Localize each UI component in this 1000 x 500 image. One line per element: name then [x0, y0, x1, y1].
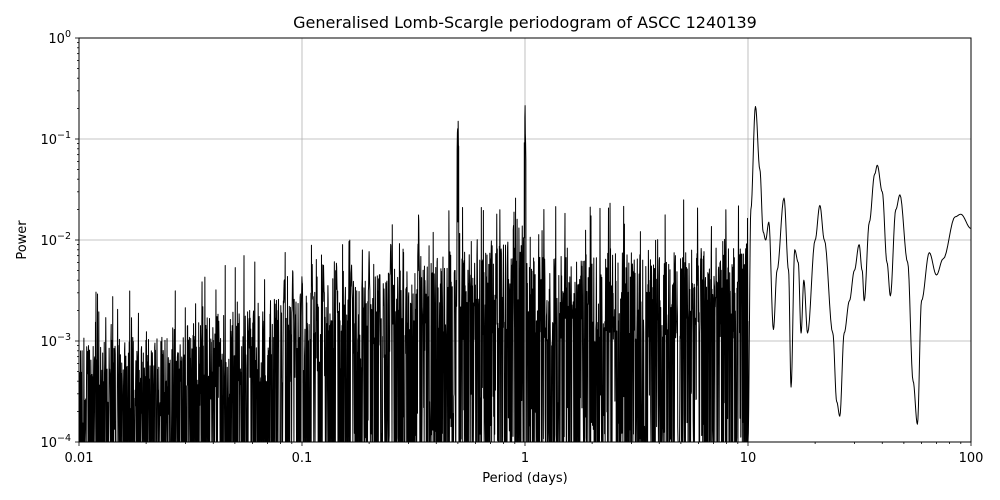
x-tick-label: 1 — [521, 451, 529, 466]
periodogram-line — [79, 105, 971, 442]
y-tick-label: 10−2 — [40, 231, 71, 249]
periodogram-series — [79, 105, 971, 442]
x-tick-label: 0.1 — [292, 451, 313, 466]
y-tick-label: 100 — [48, 29, 71, 47]
chart-title: Generalised Lomb-Scargle periodogram of … — [293, 13, 757, 32]
y-tick-label: 10−1 — [40, 130, 71, 148]
x-tick-label: 0.01 — [65, 451, 94, 466]
y-tick-label: 10−3 — [40, 332, 71, 350]
y-axis-label: Power — [15, 220, 30, 260]
axes: 0.01 0.1 1 10 100 10−4 10−3 10−2 10−1 100 — [40, 29, 983, 466]
x-tick-label: 10 — [740, 451, 757, 466]
x-axis-label: Period (days) — [482, 471, 568, 486]
y-tick-label: 10−4 — [40, 433, 71, 451]
x-tick-label: 100 — [959, 451, 984, 466]
